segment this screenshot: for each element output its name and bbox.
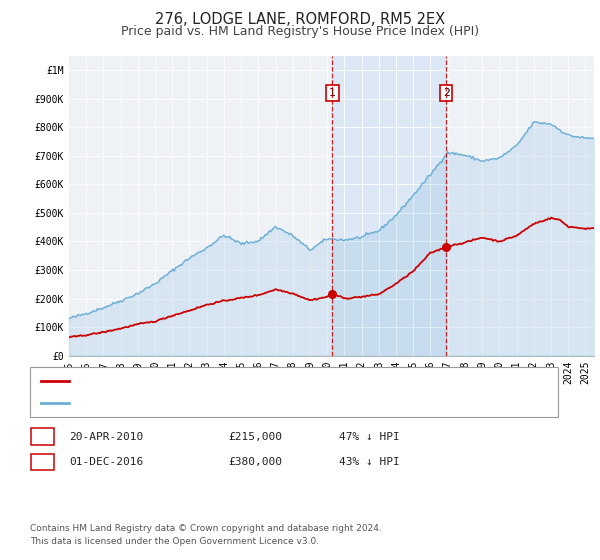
Text: 2: 2 <box>39 457 46 467</box>
Text: 2: 2 <box>443 88 449 98</box>
Text: 1: 1 <box>39 432 46 442</box>
Text: 43% ↓ HPI: 43% ↓ HPI <box>339 457 400 467</box>
Text: 276, LODGE LANE, ROMFORD, RM5 2EX (detached house): 276, LODGE LANE, ROMFORD, RM5 2EX (detac… <box>76 376 414 386</box>
Bar <box>332 56 446 356</box>
Text: Contains HM Land Registry data © Crown copyright and database right 2024.: Contains HM Land Registry data © Crown c… <box>30 524 382 533</box>
Text: Price paid vs. HM Land Registry's House Price Index (HPI): Price paid vs. HM Land Registry's House … <box>121 25 479 38</box>
Text: 01-DEC-2016: 01-DEC-2016 <box>69 457 143 467</box>
Text: 1: 1 <box>329 88 336 98</box>
Text: 47% ↓ HPI: 47% ↓ HPI <box>339 432 400 442</box>
Text: This data is licensed under the Open Government Licence v3.0.: This data is licensed under the Open Gov… <box>30 537 319 546</box>
Text: 276, LODGE LANE, ROMFORD, RM5 2EX: 276, LODGE LANE, ROMFORD, RM5 2EX <box>155 12 445 27</box>
Text: £380,000: £380,000 <box>228 457 282 467</box>
Text: HPI: Average price, detached house, Havering: HPI: Average price, detached house, Have… <box>76 398 373 408</box>
Text: 20-APR-2010: 20-APR-2010 <box>69 432 143 442</box>
Text: £215,000: £215,000 <box>228 432 282 442</box>
